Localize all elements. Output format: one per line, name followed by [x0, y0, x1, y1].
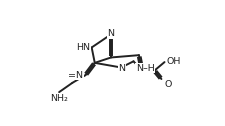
- Text: HN: HN: [76, 43, 90, 52]
- Text: N–H: N–H: [136, 64, 155, 73]
- Text: N: N: [118, 64, 125, 73]
- Text: NH₂: NH₂: [50, 94, 68, 103]
- Text: =N: =N: [68, 71, 83, 80]
- Text: OH: OH: [167, 57, 181, 66]
- Text: O: O: [164, 80, 172, 89]
- Text: N: N: [108, 29, 115, 38]
